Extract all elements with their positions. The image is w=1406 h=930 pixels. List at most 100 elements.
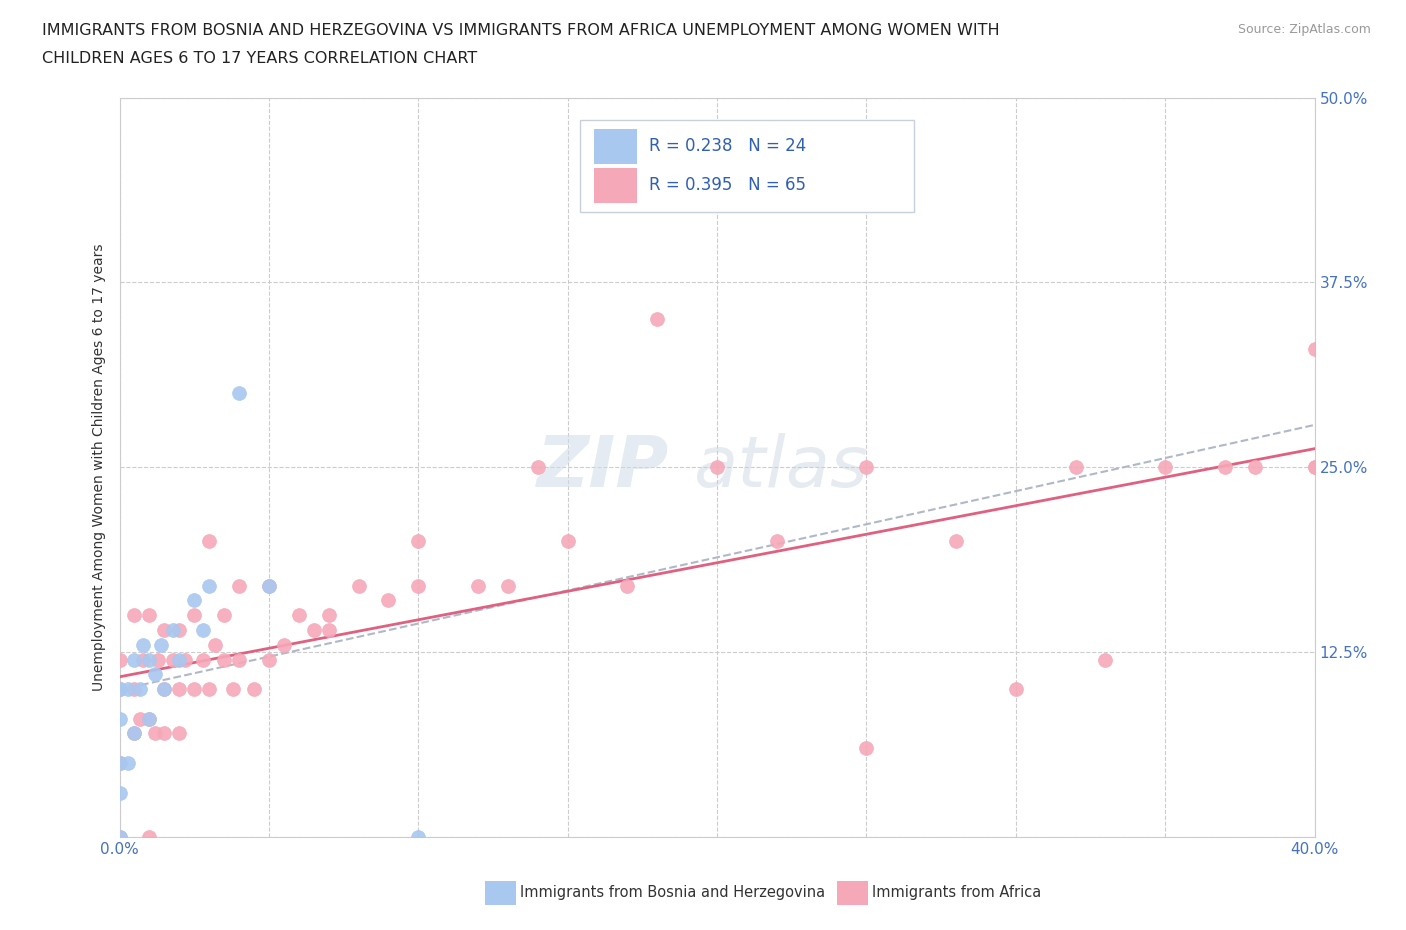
Point xyxy=(169,726,191,741)
Point xyxy=(273,637,295,652)
Point xyxy=(1005,682,1028,697)
Point xyxy=(257,578,280,593)
Point xyxy=(145,667,166,682)
Point xyxy=(212,652,235,667)
Point xyxy=(169,652,191,667)
Point xyxy=(153,682,176,697)
Text: R = 0.395   N = 65: R = 0.395 N = 65 xyxy=(650,176,806,193)
Point xyxy=(1244,460,1267,474)
Point xyxy=(129,711,152,726)
Point xyxy=(153,682,176,697)
Point xyxy=(124,652,146,667)
Point xyxy=(228,578,250,593)
Point xyxy=(228,386,250,401)
Point xyxy=(647,312,669,327)
Text: ZIP: ZIP xyxy=(537,432,669,502)
Point xyxy=(198,682,221,697)
Point xyxy=(257,652,280,667)
FancyBboxPatch shape xyxy=(593,168,637,204)
Point xyxy=(855,460,877,474)
Point xyxy=(108,755,131,770)
Text: Immigrants from Bosnia and Herzegovina: Immigrants from Bosnia and Herzegovina xyxy=(520,885,825,900)
Point xyxy=(1303,460,1326,474)
Point xyxy=(377,593,399,608)
Point xyxy=(132,652,155,667)
Point xyxy=(706,460,728,474)
Point xyxy=(204,637,226,652)
Point xyxy=(408,830,430,844)
Point xyxy=(1094,652,1116,667)
Point xyxy=(1154,460,1177,474)
Point xyxy=(138,652,160,667)
Point xyxy=(183,608,205,623)
Point xyxy=(198,534,221,549)
Point xyxy=(129,682,152,697)
Y-axis label: Unemployment Among Women with Children Ages 6 to 17 years: Unemployment Among Women with Children A… xyxy=(93,244,107,691)
Point xyxy=(318,622,340,637)
Point xyxy=(616,578,638,593)
Point xyxy=(1213,460,1236,474)
Text: R = 0.238   N = 24: R = 0.238 N = 24 xyxy=(650,137,806,154)
Point xyxy=(108,682,131,697)
Point xyxy=(527,460,550,474)
Point xyxy=(138,711,160,726)
Point xyxy=(108,711,131,726)
Point xyxy=(347,578,370,593)
Point xyxy=(174,652,197,667)
Point xyxy=(467,578,489,593)
Point xyxy=(153,622,176,637)
Point xyxy=(138,830,160,844)
Point xyxy=(145,726,166,741)
Point xyxy=(108,755,131,770)
Point xyxy=(212,608,235,623)
Point xyxy=(124,608,146,623)
Text: Source: ZipAtlas.com: Source: ZipAtlas.com xyxy=(1237,23,1371,36)
Point xyxy=(228,652,250,667)
Point xyxy=(222,682,245,697)
FancyBboxPatch shape xyxy=(593,128,637,165)
Text: atlas: atlas xyxy=(693,432,868,502)
Point xyxy=(150,637,173,652)
Point xyxy=(557,534,579,549)
Point xyxy=(243,682,266,697)
Point xyxy=(138,711,160,726)
Point xyxy=(169,622,191,637)
Point xyxy=(138,608,160,623)
Point xyxy=(496,578,519,593)
Point xyxy=(148,652,170,667)
Text: CHILDREN AGES 6 TO 17 YEARS CORRELATION CHART: CHILDREN AGES 6 TO 17 YEARS CORRELATION … xyxy=(42,51,478,66)
Point xyxy=(183,593,205,608)
Point xyxy=(257,578,280,593)
Point xyxy=(117,682,139,697)
Point xyxy=(124,726,146,741)
Text: Immigrants from Africa: Immigrants from Africa xyxy=(872,885,1040,900)
Text: IMMIGRANTS FROM BOSNIA AND HERZEGOVINA VS IMMIGRANTS FROM AFRICA UNEMPLOYMENT AM: IMMIGRANTS FROM BOSNIA AND HERZEGOVINA V… xyxy=(42,23,1000,38)
Point xyxy=(108,830,131,844)
Point xyxy=(153,726,176,741)
Point xyxy=(108,682,131,697)
Point xyxy=(108,785,131,800)
Point xyxy=(1303,460,1326,474)
Point xyxy=(191,652,215,667)
Point xyxy=(169,682,191,697)
Point xyxy=(1303,341,1326,356)
Point xyxy=(108,830,131,844)
Point xyxy=(945,534,967,549)
Point xyxy=(408,578,430,593)
Point xyxy=(191,622,215,637)
Point xyxy=(162,652,184,667)
Point xyxy=(108,652,131,667)
Point xyxy=(198,578,221,593)
Point xyxy=(318,608,340,623)
Point xyxy=(408,534,430,549)
Point xyxy=(288,608,311,623)
Point xyxy=(117,755,139,770)
Point xyxy=(183,682,205,697)
Point xyxy=(124,726,146,741)
Point xyxy=(132,637,155,652)
Point xyxy=(162,622,184,637)
Point xyxy=(302,622,325,637)
FancyBboxPatch shape xyxy=(579,120,914,212)
Point xyxy=(766,534,789,549)
Point xyxy=(1064,460,1087,474)
